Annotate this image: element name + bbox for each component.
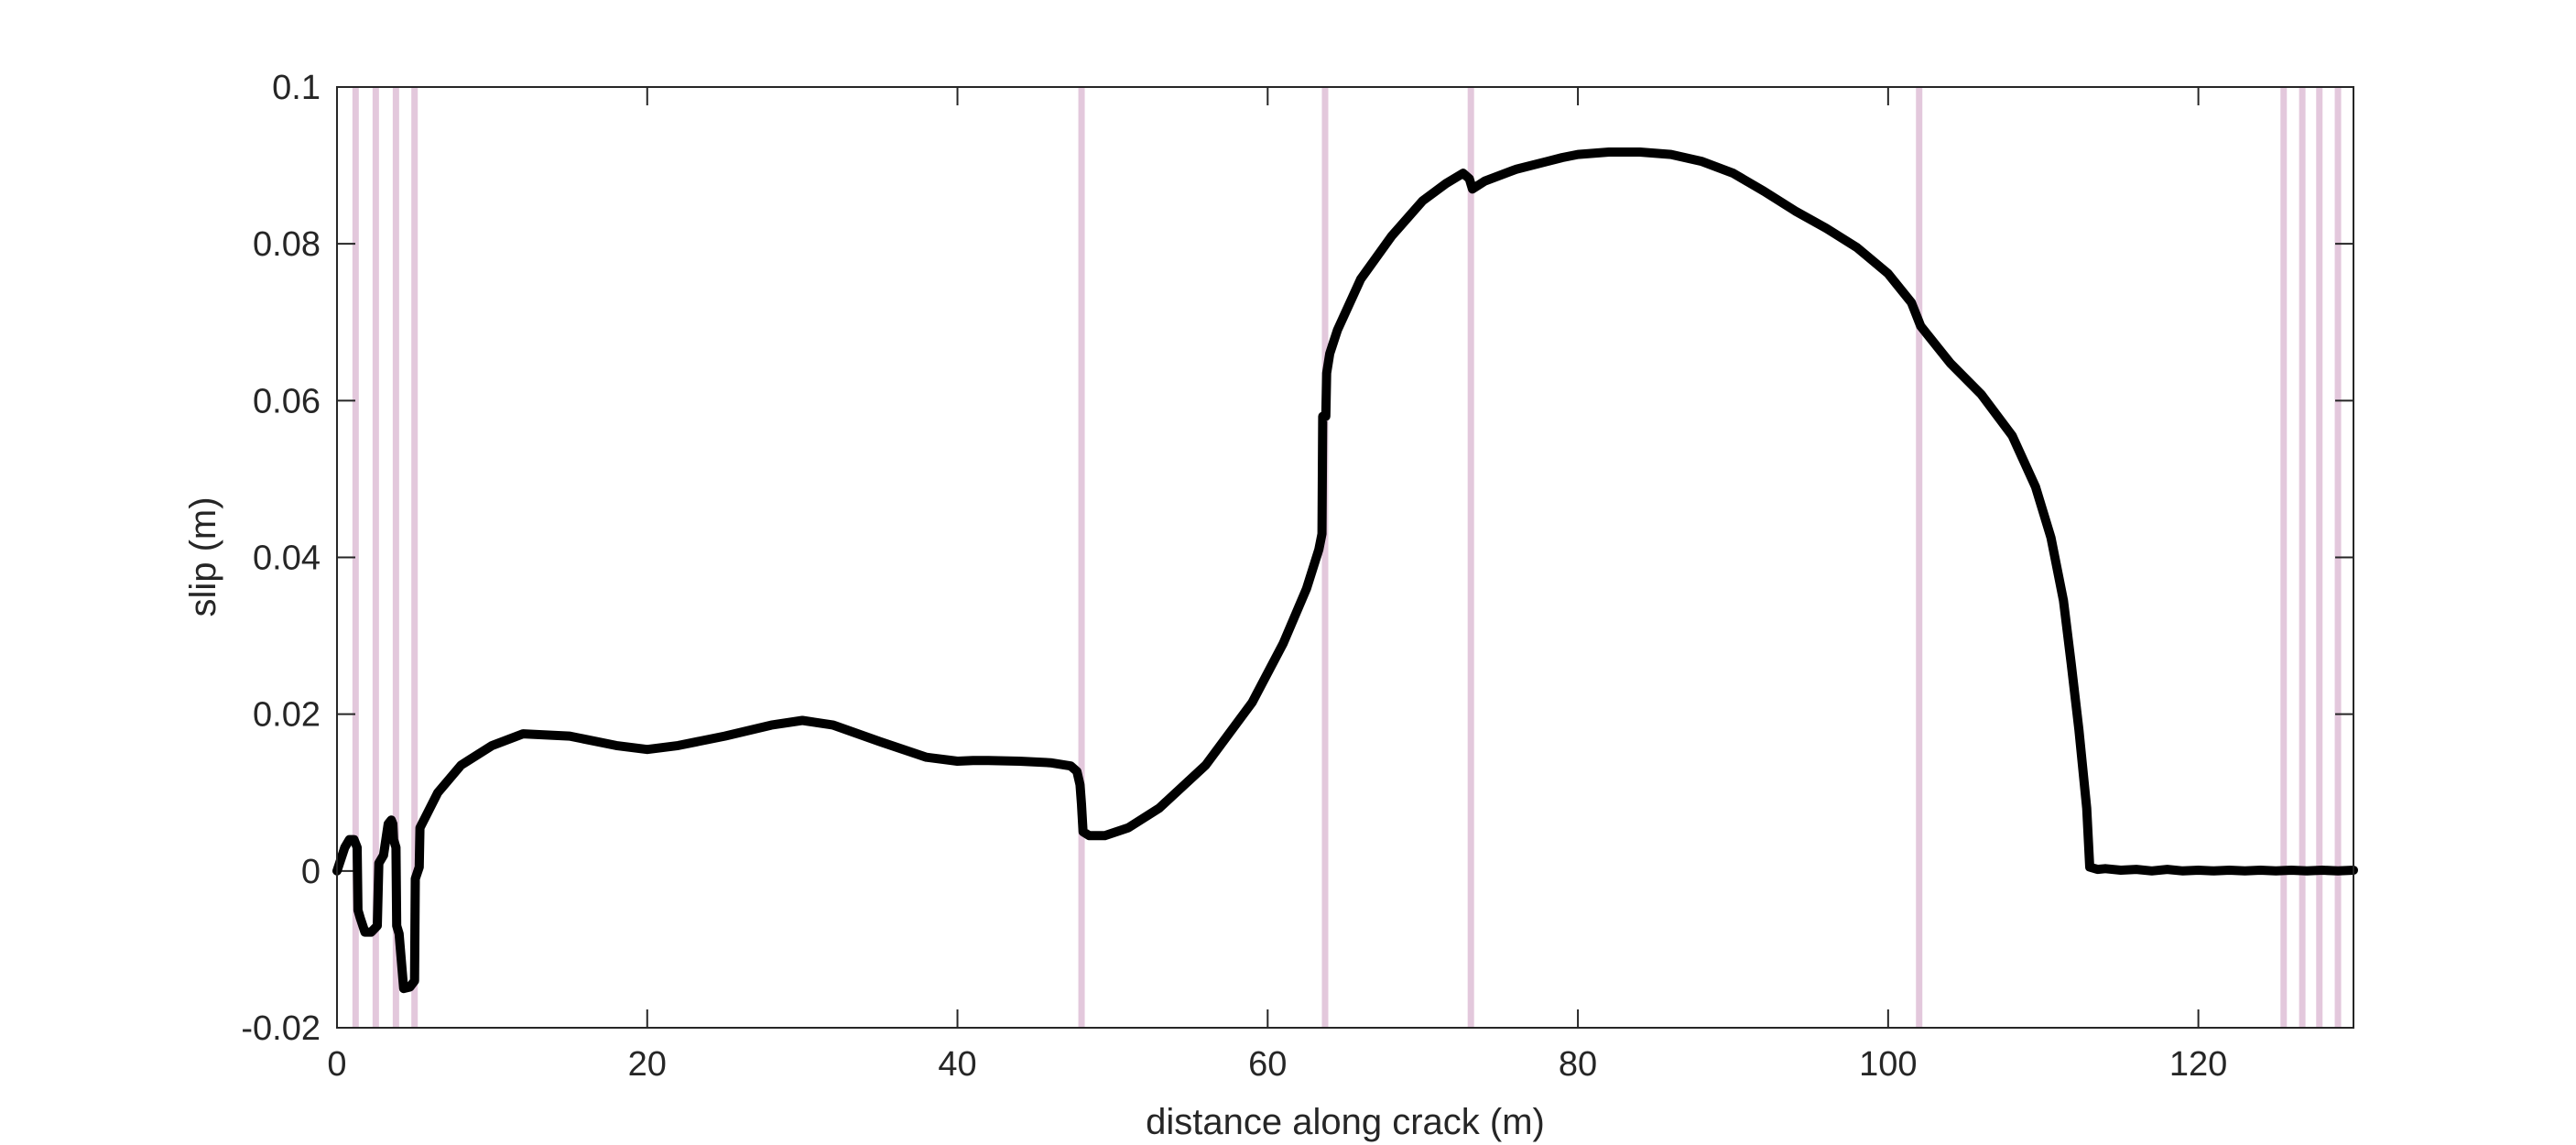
y-axis-label: slip (m) (183, 496, 223, 616)
x-tick-labels: 0 20 40 60 80 100 120 (327, 1045, 2227, 1084)
x-tick-label: 0 (327, 1045, 346, 1084)
plot-background (337, 87, 2353, 1028)
y-tick-label: 0.1 (272, 69, 321, 107)
y-tick-label: 0 (301, 853, 321, 891)
x-tick-label: 100 (1859, 1045, 1917, 1084)
x-tick-label: 80 (1559, 1045, 1597, 1084)
x-tick-label: 120 (2169, 1045, 2227, 1084)
x-tick-label: 40 (938, 1045, 976, 1084)
x-axis-label: distance along crack (m) (1146, 1102, 1545, 1142)
y-tick-labels: -0.02 0 0.02 0.04 0.06 0.08 0.1 (241, 69, 321, 1048)
y-tick-label: -0.02 (241, 1009, 321, 1048)
series-group (332, 147, 2358, 994)
x-tick-label: 20 (628, 1045, 667, 1084)
plot-frame (336, 86, 2354, 1029)
y-tick-label: 0.06 (253, 382, 321, 420)
y-tick-label: 0.02 (253, 696, 321, 735)
x-tick-label: 60 (1248, 1045, 1287, 1084)
y-tick-label: 0.04 (253, 540, 321, 578)
series-line (332, 147, 2358, 994)
y-tick-label: 0.08 (253, 225, 321, 264)
